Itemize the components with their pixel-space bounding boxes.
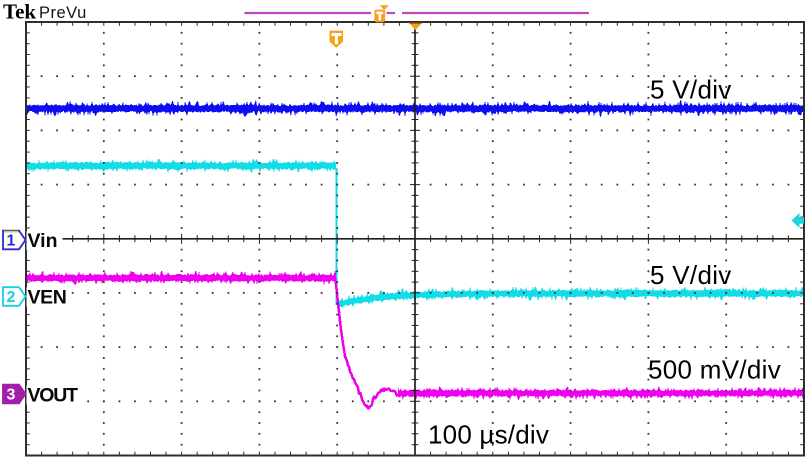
svg-text:2: 2 (7, 289, 16, 306)
svg-text:Tek: Tek (3, 0, 36, 24)
svg-text:5 V/div: 5 V/div (650, 75, 732, 105)
svg-text:1: 1 (7, 233, 16, 250)
svg-text:3: 3 (7, 387, 16, 404)
svg-text:5 V/div: 5 V/div (650, 260, 732, 290)
svg-text:VOUT: VOUT (28, 385, 79, 407)
svg-text:100 µs/div: 100 µs/div (428, 420, 549, 450)
svg-text:PreVu: PreVu (39, 4, 87, 22)
svg-text:Vin: Vin (28, 230, 58, 252)
svg-text:500 mV/div: 500 mV/div (648, 355, 781, 385)
svg-text:VEN: VEN (28, 287, 67, 309)
